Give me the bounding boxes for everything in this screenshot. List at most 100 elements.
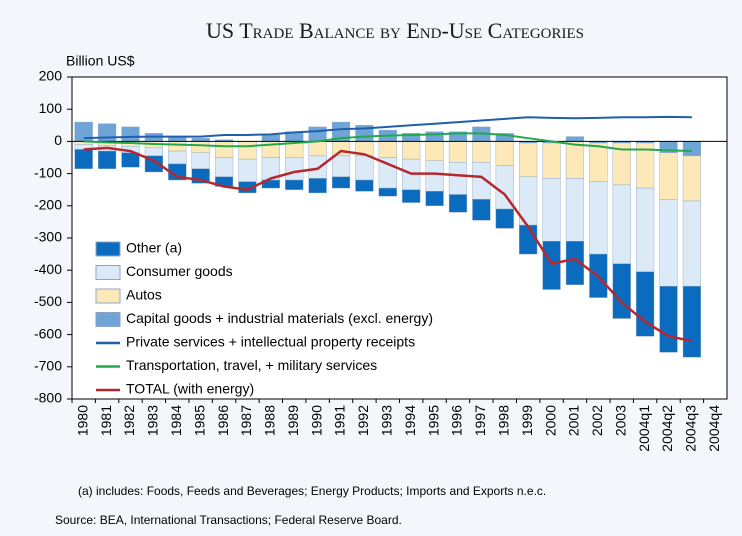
bar-segment [589, 142, 608, 182]
x-tick-label: 1991 [332, 405, 348, 436]
bar-segment [425, 191, 444, 206]
bar-segment [191, 141, 210, 153]
y-tick-label: -800 [34, 390, 62, 406]
bar-segment [565, 136, 585, 142]
bar-segment [519, 142, 538, 178]
bar-segment [589, 181, 608, 255]
bar-segment [74, 149, 93, 169]
bar-segment [214, 157, 234, 178]
chart-title: US Trade Balance by End-Use Categories [206, 18, 584, 43]
legend-swatch [95, 312, 121, 327]
x-tick-label: 1986 [215, 405, 231, 436]
bar-segment [425, 141, 444, 161]
bar-segment [331, 141, 351, 157]
bar-segment [636, 187, 655, 273]
line-series [83, 132, 692, 153]
y-tick-label: -700 [34, 358, 62, 374]
y-tick-label: -100 [34, 164, 62, 180]
bar-segment [308, 141, 327, 157]
legend-label: Autos [126, 287, 162, 303]
x-tick-label: 2004q3 [683, 405, 699, 452]
y-tick-label: -600 [34, 325, 62, 341]
legend-label: Other (a) [126, 240, 182, 256]
bar-segment [191, 152, 210, 169]
x-tick-label: 1984 [168, 405, 184, 436]
bar-segment [542, 178, 561, 242]
bar-segment [121, 126, 140, 142]
bar-segment [261, 134, 280, 142]
x-tick-label: 1997 [472, 405, 488, 436]
bar-segment [425, 160, 444, 192]
bar-segment [682, 286, 701, 358]
x-tick-label: 1990 [308, 405, 324, 436]
bar-segment [612, 184, 631, 264]
bar-segment [612, 263, 631, 319]
y-tick-label: -500 [34, 293, 62, 309]
x-tick-label: 1982 [121, 405, 137, 436]
bar-segment [308, 178, 327, 194]
bar-segment [331, 155, 351, 178]
x-tick-label: 1985 [191, 405, 207, 436]
x-tick-label: 1998 [495, 405, 511, 436]
bar-segment [355, 155, 374, 181]
legend-swatch [95, 288, 121, 304]
y-tick-label: -400 [34, 261, 62, 277]
bar-segment [97, 123, 117, 142]
y-tick-label: 100 [39, 100, 63, 116]
legend-label: Consumer goods [126, 263, 233, 279]
x-tick-label: 1995 [425, 405, 441, 436]
bar-segment [495, 141, 514, 166]
line-series [83, 146, 693, 343]
y-tick-label: 200 [39, 68, 63, 84]
bar-segment [285, 179, 304, 190]
bar-segment [238, 158, 257, 182]
legend-label: Transportation, travel, + military servi… [126, 357, 377, 373]
bar-segment [636, 271, 655, 337]
legend-label: Capital goods + industrial materials (ex… [126, 310, 433, 326]
bar-segment [121, 152, 140, 168]
bar-segment [565, 178, 585, 242]
line-series [83, 115, 692, 140]
x-tick-label: 2004q2 [659, 405, 675, 452]
bar-segment [565, 141, 585, 179]
legend-label: TOTAL (with energy) [126, 381, 254, 397]
bar-segment [682, 141, 701, 157]
bar-segment [659, 199, 678, 287]
bar-segment [97, 150, 117, 169]
x-tick-label: 1980 [74, 405, 90, 436]
bar-segment [168, 150, 187, 165]
bar-segment [238, 141, 257, 160]
x-tick-label: 1994 [402, 405, 418, 436]
y-tick-label: -300 [34, 229, 62, 245]
y-tick-label: -200 [34, 197, 62, 213]
bar-segment [448, 162, 468, 195]
bar-segment [472, 141, 491, 163]
x-tick-label: 1983 [145, 405, 161, 436]
bar-segment [519, 224, 538, 255]
x-tick-label: 2003 [612, 405, 628, 436]
x-tick-label: 2002 [589, 405, 605, 436]
bar-segment [448, 194, 468, 213]
bar-segment [285, 157, 304, 181]
bar-segment [144, 147, 163, 157]
bar-segment [448, 141, 468, 163]
source: Source: BEA, International Transactions;… [55, 513, 402, 527]
bar-segment [355, 179, 374, 192]
bar-segment [402, 189, 421, 203]
x-tick-label: 2000 [542, 405, 558, 436]
bar-segment [659, 286, 678, 353]
bar-segment [682, 155, 701, 202]
x-tick-label: 2004q4 [706, 405, 722, 452]
bar-segment [378, 187, 397, 197]
x-tick-label: 1987 [238, 405, 254, 436]
x-tick-label: 1999 [519, 405, 535, 436]
bar-segment [472, 199, 491, 221]
bar-segment [565, 241, 585, 285]
legend-swatch [95, 241, 121, 257]
footnote: (a) includes: Foods, Feeds and Beverages… [78, 484, 546, 498]
bar-segment [682, 200, 701, 287]
x-tick-label: 2001 [566, 405, 582, 436]
bar-segment [331, 176, 351, 189]
bar-segment [495, 208, 514, 229]
